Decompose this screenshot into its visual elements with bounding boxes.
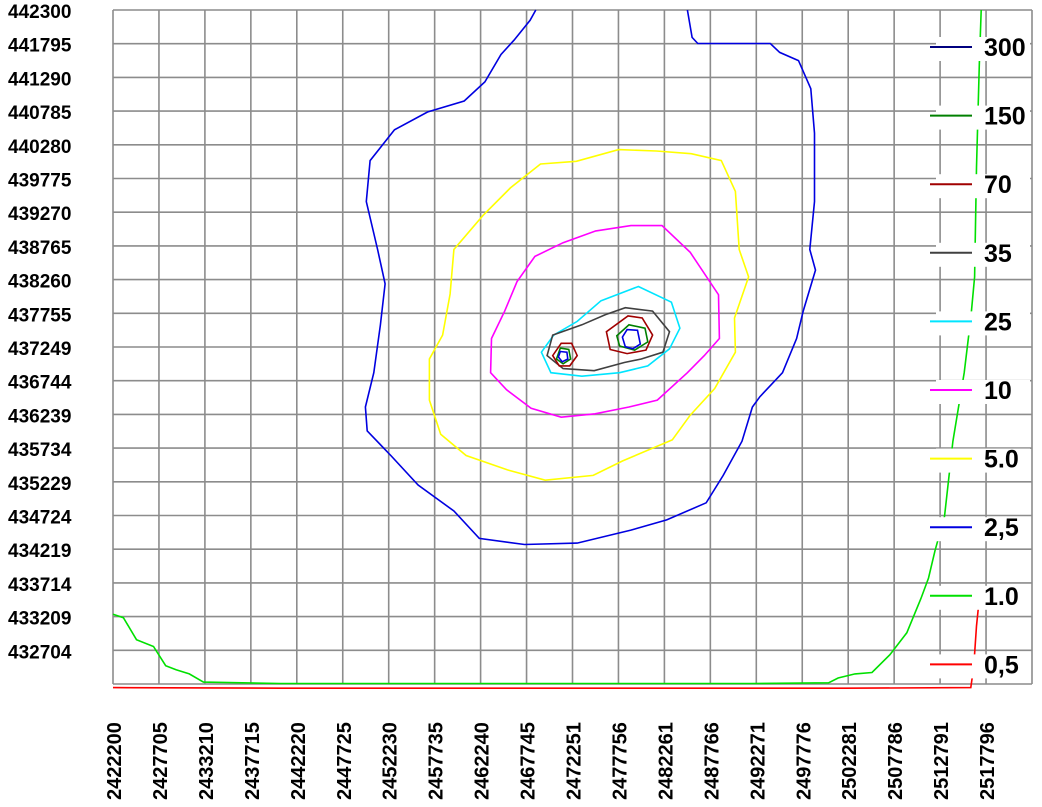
x-tick-label: 2487766 [701, 722, 723, 800]
legend-label: 25 [984, 308, 1012, 336]
y-tick-label: 432704 [8, 642, 72, 663]
x-tick-label: 2442220 [288, 722, 310, 800]
y-tick-label: 435229 [8, 474, 71, 495]
legend-item-bg [936, 380, 1030, 404]
y-tick-label: 438765 [8, 238, 72, 259]
legend-item-bg [936, 37, 1030, 61]
x-tick-label: 2502281 [839, 722, 861, 800]
legend-item-bg [936, 654, 1030, 679]
legend-label: 150 [984, 103, 1026, 131]
contour-2-5 [364, 9, 817, 546]
y-tick-label: 434219 [8, 541, 71, 562]
x-tick-label: 2507786 [885, 722, 907, 800]
y-tick-labels: 442300 441795 441290 440785 440280 439775 4392… [8, 2, 72, 663]
y-tick-label: 436744 [8, 373, 72, 394]
y-tick-label: 439775 [8, 171, 72, 192]
y-tick-label: 438260 [8, 272, 71, 293]
contour-300 [621, 328, 642, 350]
y-tick-label: 441795 [8, 36, 72, 57]
contour-300 [557, 350, 569, 363]
y-tick-label: 437755 [8, 305, 72, 326]
legend-label: 300 [984, 34, 1026, 62]
legend-item-bg [936, 517, 1030, 542]
legend-item-bg [936, 448, 1030, 473]
x-tick-label: 2422200 [104, 722, 126, 800]
x-tick-label: 2433210 [196, 722, 218, 800]
contour-5-0 [428, 148, 750, 482]
contour-150 [555, 347, 572, 365]
x-tick-label: 2437715 [242, 722, 264, 800]
x-tick-label: 2452230 [380, 722, 402, 800]
x-tick-label: 2467745 [518, 722, 540, 800]
contour-10 [489, 224, 721, 419]
y-tick-label: 441290 [8, 69, 71, 90]
y-tick-label: 435734 [8, 440, 72, 461]
legend-label: 1.0 [984, 583, 1019, 611]
legend-label: 70 [984, 171, 1012, 199]
y-tick-label: 440785 [8, 103, 72, 124]
contour-0-5 [112, 598, 981, 689]
y-tick-label: 439270 [8, 204, 71, 225]
contour-70 [605, 315, 654, 355]
x-tick-label: 2447725 [334, 722, 356, 800]
x-tick-label: 2462240 [472, 722, 494, 800]
x-tick-label: 2472251 [564, 722, 586, 800]
legend-label: 0,5 [984, 651, 1019, 679]
y-tick-label: 440280 [8, 137, 71, 158]
legend-label: 10 [984, 377, 1012, 405]
x-tick-label: 2517796 [977, 722, 999, 800]
legend-label: 35 [984, 240, 1012, 268]
y-tick-label: 433209 [8, 609, 71, 630]
legend-item-bg [936, 311, 1030, 336]
contour-lines [112, 9, 982, 689]
x-tick-label: 2477756 [609, 722, 631, 800]
y-tick-label: 434724 [8, 508, 72, 529]
legend-label: 2,5 [984, 514, 1019, 542]
x-tick-labels: 2422200 2427705 2433210 2437715 2442220 24477… [104, 722, 999, 800]
contour-1-0 [112, 9, 982, 685]
y-tick-label: 436239 [8, 406, 71, 427]
x-tick-label: 2512791 [931, 722, 953, 800]
y-tick-label: 433714 [8, 575, 72, 596]
legend-label: 5.0 [984, 446, 1019, 474]
legend-item-bg [936, 585, 1030, 610]
legend-item-bg [936, 105, 1030, 130]
x-tick-label: 2457735 [426, 722, 448, 800]
x-tick-label: 2482261 [655, 722, 677, 800]
legend-item-bg [936, 174, 1030, 199]
contour-150 [615, 323, 649, 351]
contour-35 [546, 306, 671, 372]
contour-70 [551, 342, 579, 367]
legend-item-bg [936, 242, 1030, 267]
legend: 300 150 70 35 25 10 5.0 2,5 1.0 0,5 [930, 34, 1030, 679]
y-tick-label: 437249 [8, 339, 71, 360]
x-tick-label: 2497776 [793, 722, 815, 800]
x-tick-label: 2492271 [747, 722, 769, 800]
y-tick-label: 442300 [8, 2, 71, 23]
x-tick-label: 2427705 [150, 722, 172, 800]
